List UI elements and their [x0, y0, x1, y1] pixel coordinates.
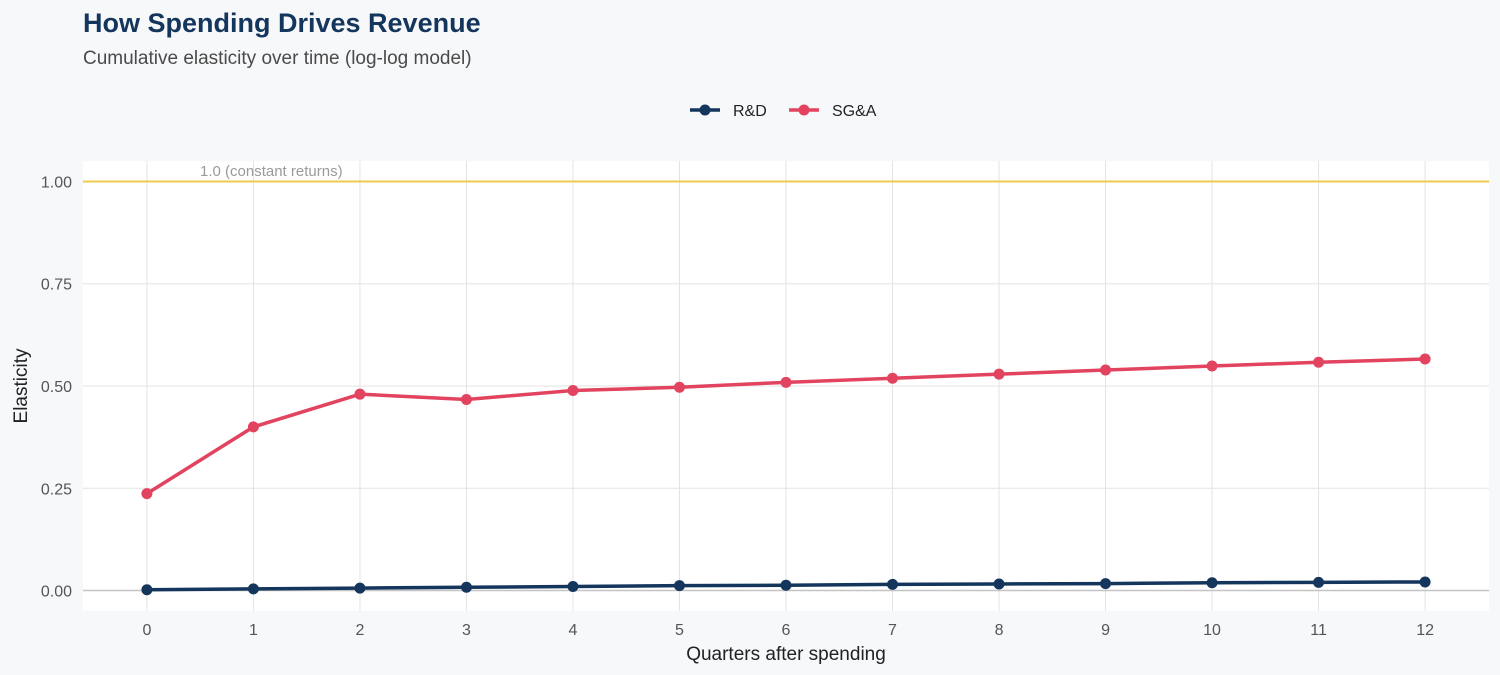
x-tick-label: 11	[1310, 622, 1327, 639]
x-tick-label: 1	[249, 622, 258, 639]
data-point-rd	[1206, 577, 1218, 589]
data-point-sga	[354, 388, 366, 400]
x-tick-label: 8	[995, 622, 1004, 639]
data-point-sga	[1206, 360, 1218, 372]
x-axis-title: Quarters after spending	[686, 644, 886, 665]
x-tick-label: 4	[569, 622, 578, 639]
x-tick-label: 5	[675, 622, 684, 639]
x-tick-label: 9	[1101, 622, 1110, 639]
legend: R&D SG&A	[690, 103, 877, 120]
series-layer	[141, 353, 1431, 596]
data-point-rd	[460, 581, 472, 593]
x-tick-label: 3	[462, 622, 471, 639]
legend-key-sga-point	[798, 104, 810, 116]
x-tick-label: 10	[1203, 622, 1221, 639]
y-tick-label: 0.25	[41, 481, 72, 498]
data-point-rd	[1313, 576, 1325, 588]
y-tick-label: 1.00	[41, 174, 72, 191]
data-point-sga	[1100, 364, 1112, 376]
x-tick-label: 2	[355, 622, 364, 639]
y-tick-labels: 0.00 0.25 0.50 0.75 1.00	[41, 174, 72, 600]
y-tick-label: 0.00	[41, 584, 72, 601]
data-point-sga	[1313, 356, 1325, 368]
chart-title: How Spending Drives Revenue	[83, 8, 481, 38]
data-point-sga	[993, 368, 1005, 380]
data-point-rd	[1100, 578, 1112, 590]
data-point-sga	[141, 488, 153, 500]
y-tick-label: 0.75	[41, 277, 72, 294]
data-point-rd	[887, 578, 899, 590]
data-point-rd	[354, 582, 366, 594]
x-tick-label: 7	[888, 622, 897, 639]
legend-key-rd-point	[699, 104, 711, 116]
data-point-rd	[247, 583, 259, 595]
data-point-rd	[1419, 576, 1431, 588]
y-tick-label: 0.50	[41, 379, 72, 396]
data-point-rd	[567, 580, 579, 592]
data-point-sga	[673, 381, 685, 393]
chart-subtitle: Cumulative elasticity over time (log-log…	[83, 48, 472, 69]
x-tick-labels: 0 1 2 3 4 5 6 7 8 9 10 11 12	[142, 622, 1434, 639]
legend-label-rd: R&D	[733, 103, 767, 120]
reference-line-label: 1.0 (constant returns)	[200, 163, 343, 180]
data-point-rd	[141, 584, 153, 596]
data-point-sga	[780, 376, 792, 388]
data-point-rd	[993, 578, 1005, 590]
data-point-rd	[673, 580, 685, 592]
x-tick-label: 6	[782, 622, 791, 639]
x-tick-label: 12	[1416, 622, 1434, 639]
x-tick-label: 0	[142, 622, 151, 639]
data-point-sga	[1419, 353, 1431, 365]
data-point-rd	[780, 579, 792, 591]
y-axis-title: Elasticity	[11, 348, 32, 423]
data-point-sga	[247, 421, 259, 433]
legend-label-sga: SG&A	[832, 103, 877, 120]
data-point-sga	[567, 385, 579, 396]
data-point-sga	[460, 394, 472, 405]
data-point-sga	[887, 372, 899, 384]
